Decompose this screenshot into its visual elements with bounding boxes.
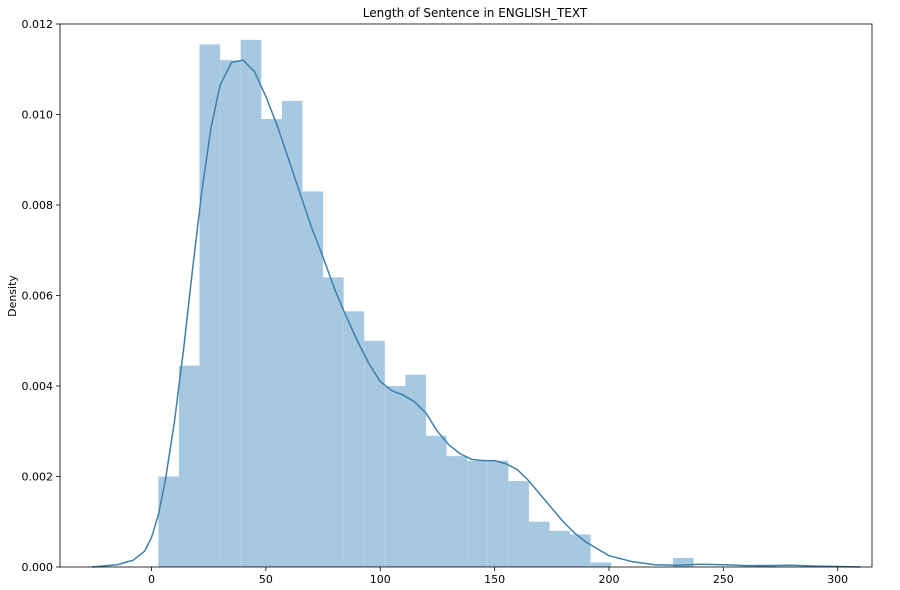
chart-title: Length of Sentence in ENGLISH_TEXT (363, 6, 588, 20)
histogram-bar (302, 191, 324, 568)
y-tick-label: 0.012 (22, 18, 54, 31)
x-tick-label: 250 (713, 573, 734, 586)
y-axis-ticks: 0.000 0.002 0.004 0.006 0.008 0.010 0.012 (22, 18, 60, 574)
x-tick-label: 0 (148, 573, 155, 586)
histogram-bar (528, 521, 550, 567)
y-tick-label: 0.008 (22, 199, 54, 212)
kde-curve (91, 59, 861, 568)
y-tick-label: 0.000 (22, 561, 54, 574)
histogram-bar (323, 277, 344, 567)
histogram-bar (384, 386, 406, 567)
x-tick-label: 300 (827, 573, 848, 586)
x-tick-label: 200 (598, 573, 619, 586)
x-tick-label: 50 (259, 573, 273, 586)
y-tick-label: 0.002 (22, 471, 54, 484)
histogram-bar (487, 460, 509, 567)
x-tick-label: 100 (370, 573, 391, 586)
histogram-bar (446, 456, 468, 567)
histogram-bar (343, 311, 365, 567)
histogram-bar (158, 476, 179, 567)
histogram-bar (405, 374, 426, 567)
y-tick-label: 0.004 (22, 380, 54, 393)
histogram-bar (240, 39, 262, 567)
histogram-bar (220, 60, 241, 567)
histogram-bar (570, 534, 591, 567)
y-tick-label: 0.006 (22, 290, 54, 303)
histogram-bar (590, 562, 612, 567)
histogram-bar (467, 460, 488, 567)
histogram-bar (261, 119, 282, 568)
x-axis-ticks: 0 50 100 150 200 250 300 (148, 567, 848, 586)
histogram-bars (158, 39, 776, 568)
x-tick-label: 150 (484, 573, 505, 586)
histogram-bar (364, 340, 385, 567)
histogram-bar (508, 481, 529, 567)
kde-curve-group (91, 59, 861, 568)
histogram-bar (673, 557, 694, 567)
histogram-bar (549, 530, 571, 567)
histogram-bar (425, 435, 447, 567)
histogram-bar (281, 100, 303, 568)
histogram-bar (178, 365, 200, 567)
y-axis-label: Density (6, 275, 19, 317)
y-tick-label: 0.010 (22, 109, 54, 122)
histogram-bar (199, 44, 221, 568)
